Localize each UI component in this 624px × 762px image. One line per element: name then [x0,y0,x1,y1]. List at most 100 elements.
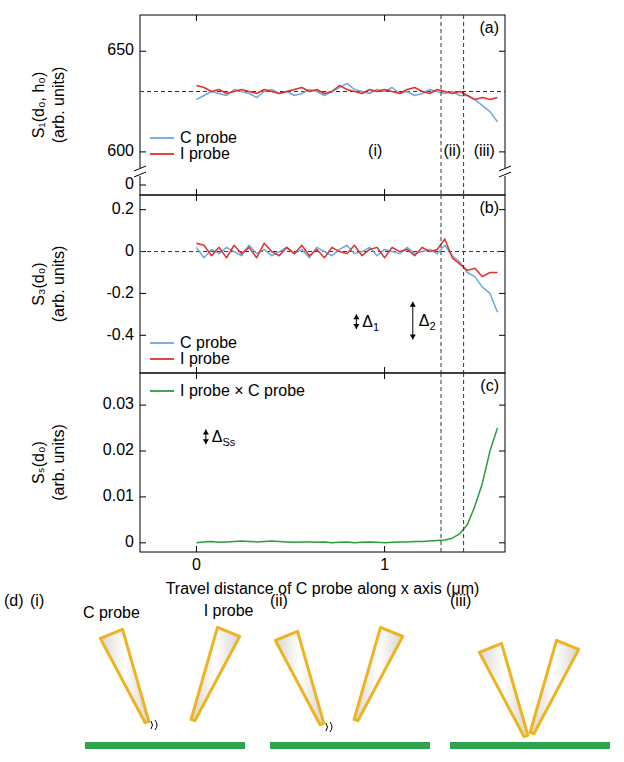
plot-frame [140,15,505,195]
y-tick [499,451,505,452]
y-tick [140,405,146,406]
region-boundary [441,15,442,195]
y-tick-label: 0 [125,242,134,259]
x-tick [196,15,197,21]
x-tick [196,367,197,373]
panel: 00.010.020.0301Sₛ(d₀)(arb. units)Travel … [30,373,505,597]
y-tick [499,51,505,52]
region-boundary [441,373,442,552]
scene-label: (ii) [270,592,288,609]
y-axis-title: (arb. units) [50,424,67,500]
x-tick [384,546,385,552]
diagram: (d)(i)C probeI probe(ii)(iii) [4,592,610,749]
y-tick [140,209,146,210]
annotation-symbol: Δ [212,428,223,445]
annotation-label: Δ2 [419,312,436,332]
oscillation-mark [151,720,157,730]
x-tick [384,189,385,195]
arrow-head [353,324,359,329]
region-label: (iii) [474,142,495,159]
y-tick [140,185,146,186]
probe [530,640,579,733]
region-boundary [463,195,464,373]
data-line [196,85,497,99]
arrow-head [410,302,416,307]
y-tick-label: -0.4 [106,326,134,343]
y-tick [140,335,146,336]
annotation-symbol: Δ [419,312,430,329]
y-tick [499,209,505,210]
arrow-head [353,314,359,319]
y-tick [140,542,146,543]
y-tick-label: 0.03 [103,395,134,412]
x-tick [384,15,385,21]
annotation-subscript: 1 [373,321,379,333]
y-tick [140,496,146,497]
y-tick-label: 0.2 [112,200,134,217]
y-tick [499,542,505,543]
probe [100,629,149,722]
y-tick-label: 0 [125,175,134,192]
panel-label: (b) [479,199,499,216]
y-tick-label: 0 [125,533,134,550]
y-tick [499,293,505,294]
annotation-subscript: Ss [223,436,236,448]
y-tick [499,335,505,336]
arrow-head [410,334,416,339]
legend-swatch [150,390,174,392]
axis-break-mark [134,172,146,177]
scene-label: (i) [30,592,44,609]
legend-label: C probe [180,334,237,351]
x-tick [196,546,197,552]
arrow-head [203,439,209,444]
y-axis-title: S₃(d₀) [30,262,47,305]
axis-break-mark [499,172,511,177]
sample-surface [450,742,610,749]
axis-break-mark [499,166,511,171]
y-axis-title: S₁(d₀, h₀) [30,72,47,139]
figure: 0600650S₁(d₀, h₀)(arb. units)(i)(ii)(iii… [0,0,624,762]
y-tick [140,451,146,452]
probe-label: I probe [204,602,254,619]
legend-swatch [150,153,174,155]
panel-label: (a) [479,19,499,36]
oscillation-mark [326,722,332,732]
sample-surface [270,742,430,749]
annotation-arrow [412,302,413,340]
x-tick [196,373,197,379]
y-axis-title: Sₛ(d₀) [30,441,47,484]
x-tick [196,189,197,195]
legend-label: I probe [180,350,230,367]
x-tick-label: 0 [192,556,201,573]
y-tick [499,496,505,497]
x-axis-title: Travel distance of C probe along x axis … [166,580,480,597]
probe [275,631,324,724]
legend-swatch [150,358,174,360]
data-area [140,239,505,312]
y-tick-label: -0.2 [106,284,134,301]
x-tick [384,373,385,379]
data-line [196,239,497,277]
y-tick [140,293,146,294]
sample-surface [85,742,245,749]
region-boundary [463,15,464,195]
y-tick-label: 650 [107,41,134,58]
x-tick [384,195,385,201]
data-area [140,83,505,121]
annotation-subscript: 2 [429,320,435,332]
region-label: (ii) [443,142,461,159]
y-tick-label: 0.01 [103,487,134,504]
arrow-head [203,429,209,434]
y-tick [499,405,505,406]
annotation-label: ΔSs [212,428,236,448]
panel-label: (c) [480,377,499,394]
legend-label: C probe [180,129,237,146]
panel-label: (d) [4,592,24,609]
data-area [196,428,497,543]
x-tick-label: 1 [380,556,389,573]
data-line [196,428,497,543]
plot-frame [140,195,505,373]
probe [354,627,403,720]
annotation-symbol: Δ [362,313,373,330]
y-tick [140,151,146,152]
